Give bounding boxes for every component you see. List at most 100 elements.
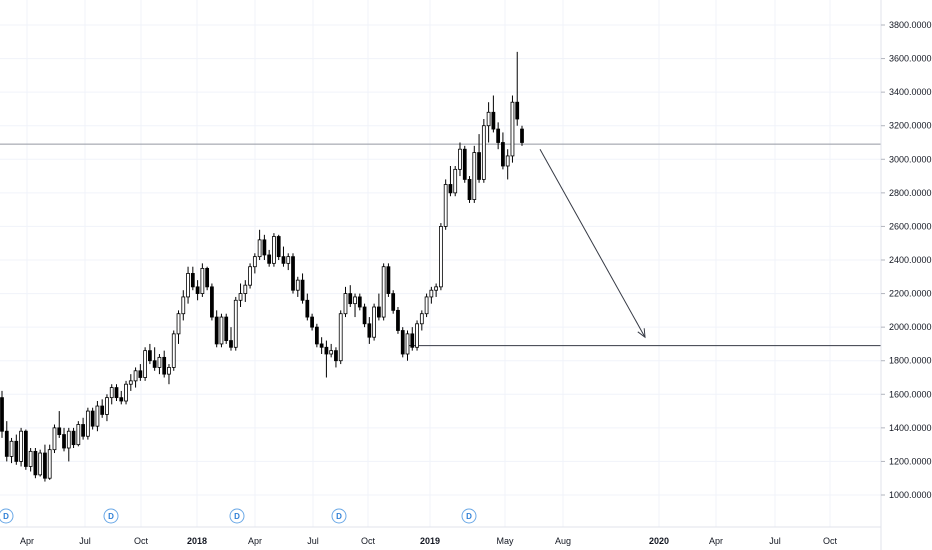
candle-body-up (329, 350, 334, 355)
dividend-badge-label: D (3, 512, 9, 521)
candle (491, 95, 496, 133)
candle-body-down (305, 299, 310, 318)
price-axis[interactable]: 3800.0000 3600.0000 3400.0000 3200.0000 3000… (881, 20, 932, 500)
candle (486, 102, 491, 143)
price-tick-label: 1000.0000 (889, 490, 932, 500)
candle-body-up (28, 450, 33, 467)
candle (152, 347, 157, 371)
candle (467, 176, 472, 203)
candle-body-up (372, 306, 376, 338)
candle-body-up (429, 289, 434, 298)
candle-body-down (90, 410, 95, 427)
dividend-badge-circle (229, 508, 245, 524)
candle (310, 313, 314, 331)
candle-body-down (195, 286, 200, 294)
dividend-badge-label: D (234, 512, 240, 521)
dividend-marker[interactable]: D (0, 508, 14, 524)
candle (429, 286, 434, 304)
candle-body-down (400, 330, 405, 355)
candle (210, 283, 214, 321)
dividend-marker[interactable]: D (461, 508, 477, 524)
price-tick-label: 2600.0000 (889, 221, 932, 231)
candle-body-down (190, 273, 195, 288)
candle-body-down (229, 340, 233, 348)
candle (238, 283, 243, 307)
candle-body-down (148, 350, 152, 362)
candle (377, 293, 381, 321)
candle (243, 280, 248, 302)
candle (38, 449, 43, 477)
candle (501, 132, 505, 170)
candle (167, 364, 171, 385)
arrow-shaft (539, 148, 646, 338)
candle-body-up (338, 313, 343, 362)
candle-body-up (66, 430, 71, 449)
candle-body-up (19, 430, 23, 462)
dividend-badge-circle (331, 508, 347, 524)
candle (415, 320, 419, 351)
candle-body-up (481, 125, 486, 180)
candle-body-down (281, 256, 286, 264)
candle (186, 266, 190, 304)
time-tick-label: Apr (248, 536, 262, 546)
candle (76, 421, 81, 447)
projection-arrow[interactable] (539, 148, 646, 339)
candle (314, 323, 319, 348)
candle-body-up (472, 152, 477, 200)
candle (200, 263, 205, 297)
price-tick-label: 3400.0000 (889, 87, 932, 97)
candle (252, 253, 257, 274)
candle-body-up (434, 286, 439, 291)
candle (23, 429, 28, 470)
dividend-badge-label: D (108, 512, 114, 521)
candle-body-up (176, 313, 181, 335)
candle-body-up (424, 296, 429, 315)
candle (334, 347, 338, 368)
candle-body-up (109, 387, 114, 399)
candle (410, 327, 415, 351)
candle (267, 249, 272, 267)
candle (66, 427, 71, 462)
candle (481, 119, 486, 183)
candle (233, 296, 238, 351)
candle-body-up (257, 239, 262, 258)
candle (128, 374, 133, 391)
time-tick-label: 2019 (420, 536, 440, 546)
candle-body-up (248, 266, 252, 286)
candle-body-down (291, 256, 295, 291)
time-axis[interactable]: Apr Jul Oct 2018 Apr Jul Oct 2019 May Aug 2020 Apr J… (20, 536, 838, 546)
candle (47, 444, 52, 480)
candle (171, 330, 176, 371)
candle (28, 448, 33, 472)
candle-body-up (85, 410, 90, 437)
dividend-marker[interactable]: D (229, 508, 245, 524)
candle (324, 340, 329, 378)
candle (520, 125, 524, 146)
candle (453, 166, 458, 197)
candle (114, 384, 119, 401)
candle-body-down (410, 333, 415, 348)
candle-body-down (205, 267, 210, 288)
dividend-marker[interactable]: D (331, 508, 347, 524)
candle-body-down (138, 370, 143, 378)
candle-body-down (515, 101, 520, 120)
candle (424, 293, 429, 318)
candle (300, 273, 305, 304)
candle (43, 444, 47, 482)
candle-body-up (505, 155, 510, 167)
candle-body-up (233, 299, 238, 348)
candle (62, 427, 66, 452)
dividend-marker[interactable]: D (103, 508, 119, 524)
candle-body-down (467, 179, 472, 200)
candle (400, 327, 405, 358)
candle-body-down (334, 350, 338, 362)
candle-body-up (167, 367, 171, 375)
horizontal-lines[interactable] (0, 143, 881, 347)
candle-body-down (367, 323, 372, 338)
candle (14, 434, 19, 465)
time-tick-label: Oct (823, 536, 838, 546)
candle (71, 427, 76, 448)
candle-body-down (81, 424, 85, 437)
candle-body-down (267, 254, 272, 264)
